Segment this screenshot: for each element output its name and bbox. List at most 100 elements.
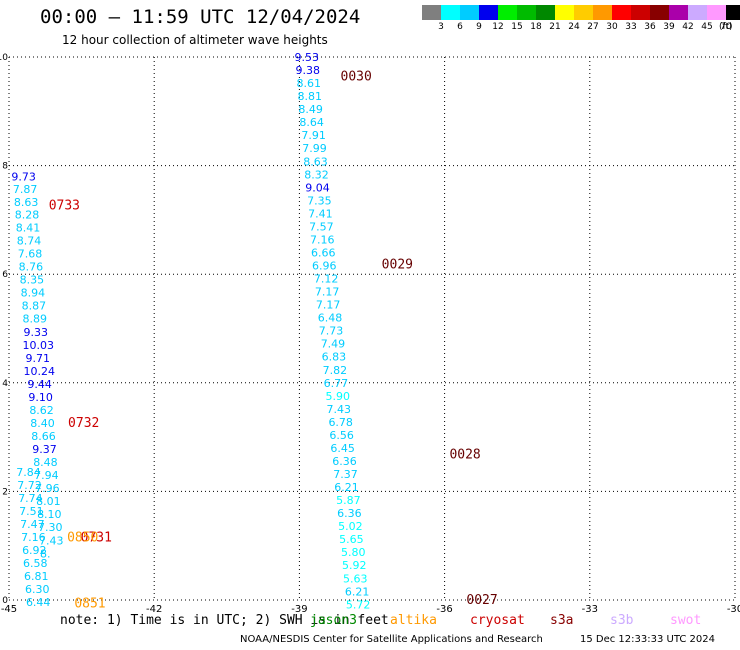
wave-height-value: 7.30 [38, 521, 63, 534]
color-scale-segment [422, 5, 441, 20]
wave-height-value: 8.01 [36, 495, 61, 508]
page-subtitle: 12 hour collection of altimeter wave hei… [62, 33, 328, 47]
color-scale-label: 18 [530, 22, 542, 32]
wave-height-value: 7.73 [319, 325, 344, 338]
wave-height-value: 7.87 [13, 183, 38, 196]
note-text: note: 1) Time is in UTC; 2) SWH is in fe… [60, 613, 389, 628]
wave-height-value: 6.77 [324, 377, 349, 390]
color-scale-segment [517, 5, 536, 20]
wave-height-value: 5.65 [339, 533, 364, 546]
timestamp-text: 15 Dec 12:33:33 UTC 2024 [580, 634, 715, 645]
color-scale-label: 42 [682, 22, 694, 32]
wave-height-value: 8.40 [30, 417, 54, 430]
wave-height-value: 9.44 [27, 378, 51, 391]
y-tick-label: 0 [2, 596, 8, 606]
wave-height-value: 8.41 [16, 222, 41, 235]
wave-height-value: 6.92 [22, 544, 47, 557]
wave-height-value: 5.80 [341, 546, 366, 559]
wave-height-value: 7.91 [301, 129, 326, 142]
wave-height-value: 5.72 [346, 598, 371, 611]
pass-time-label: 0733 [49, 199, 80, 214]
wave-height-value: 7.99 [302, 142, 327, 155]
wave-height-value: 8.64 [299, 116, 324, 129]
color-scale-label: 36 [644, 22, 656, 32]
pass-time-label: 0029 [382, 257, 413, 272]
wave-height-value: 7.96 [35, 482, 60, 495]
wave-height-value: 8.61 [296, 77, 321, 90]
x-tick-label: -33 [582, 604, 598, 615]
wave-height-value: 6.83 [322, 351, 347, 364]
wave-height-value: 7.43 [39, 534, 64, 547]
color-scale-label: 39 [663, 22, 675, 32]
pass-time-label: 0028 [449, 447, 480, 462]
color-scale-segment [536, 5, 555, 20]
wave-height-value: 6.58 [23, 557, 48, 570]
wave-height-value: 7.43 [327, 403, 352, 416]
wave-height-value: 9.10 [28, 391, 53, 404]
wave-height-value: 7.37 [333, 468, 358, 481]
legend-item-altika: altika [390, 613, 437, 628]
wave-height-value: 7.68 [18, 248, 42, 261]
wave-height-value: 6.66 [311, 246, 336, 259]
wave-height-value: 7.57 [309, 220, 334, 233]
pass-time-label: 0851 [74, 597, 105, 612]
wave-height-value: 6.30 [25, 583, 50, 596]
y-tick-label: 6 [2, 270, 8, 280]
color-scale-unit: (ft) [719, 22, 733, 32]
page-title: 00:00 — 11:59 UTC 12/04/2024 [40, 6, 361, 28]
wave-height-value: 9.38 [296, 64, 321, 77]
wave-height-value: 8.63 [303, 155, 328, 168]
legend-item-s3a: s3a [550, 613, 574, 628]
pass-time-label: 0732 [68, 416, 99, 431]
wave-height-value: 6.96 [312, 260, 337, 273]
wave-height-value: 7.74 [18, 492, 43, 505]
y-tick-label: 10 [0, 53, 8, 63]
color-scale-label: 21 [549, 22, 561, 32]
wave-height-value: 5.92 [342, 559, 367, 572]
legend-item-jason3: jason3 [310, 613, 357, 628]
wave-height-value: 8.74 [17, 235, 42, 248]
color-scale-label: 33 [625, 22, 637, 32]
x-tick-label: -30 [727, 604, 740, 615]
wave-height-value: 8.76 [19, 261, 44, 274]
credit-text: NOAA/NESDIS Center for Satellite Applica… [240, 634, 543, 645]
wave-height-value: 8.62 [29, 404, 54, 417]
wave-height-value: 7.94 [34, 469, 59, 482]
wave-height-value: 8.87 [22, 300, 47, 313]
color-scale-segment [498, 5, 517, 20]
wave-height-value: 5.87 [336, 494, 361, 507]
wave-height-value: 8.48 [33, 456, 58, 469]
wave-height-value: 7.82 [323, 364, 348, 377]
color-scale-segment [441, 5, 460, 20]
pass-time-label: 0731 [81, 530, 112, 545]
wave-height-value: 9.53 [295, 51, 320, 64]
x-tick-label: -39 [291, 604, 307, 615]
y-tick-label: 4 [2, 379, 8, 389]
wave-height-value: 8.63 [14, 196, 39, 209]
color-scale-segment [631, 5, 650, 20]
wave-height-value: 6.45 [330, 442, 355, 455]
wave-height-value: 9.04 [305, 181, 330, 194]
color-scale-segment [650, 5, 669, 20]
color-scale-segment [688, 5, 707, 20]
wave-height-value: 7.17 [316, 299, 341, 312]
wave-height-value: 7.84 [16, 466, 41, 479]
wave-height-value: 8.28 [15, 208, 40, 221]
color-scale-segment [669, 5, 688, 20]
pass-time-label: 0027 [466, 593, 497, 608]
wave-height-value: 9.71 [25, 352, 50, 365]
color-scale-segment [460, 5, 479, 20]
color-scale-segment [612, 5, 631, 20]
wave-height-value: 8.10 [37, 508, 62, 521]
wave-height-value: 7.72 [17, 479, 42, 492]
color-scale-label: 15 [511, 22, 523, 32]
wave-height-value: 7.49 [321, 338, 346, 351]
wave-height-value: 6.36 [332, 455, 357, 468]
wave-height-value: 8.94 [21, 287, 45, 300]
y-tick-label: 8 [2, 162, 8, 172]
pass-time-label: 0030 [341, 69, 372, 84]
wave-height-value: 9.73 [11, 170, 35, 183]
wave-height-value: 6.44 [26, 596, 51, 609]
